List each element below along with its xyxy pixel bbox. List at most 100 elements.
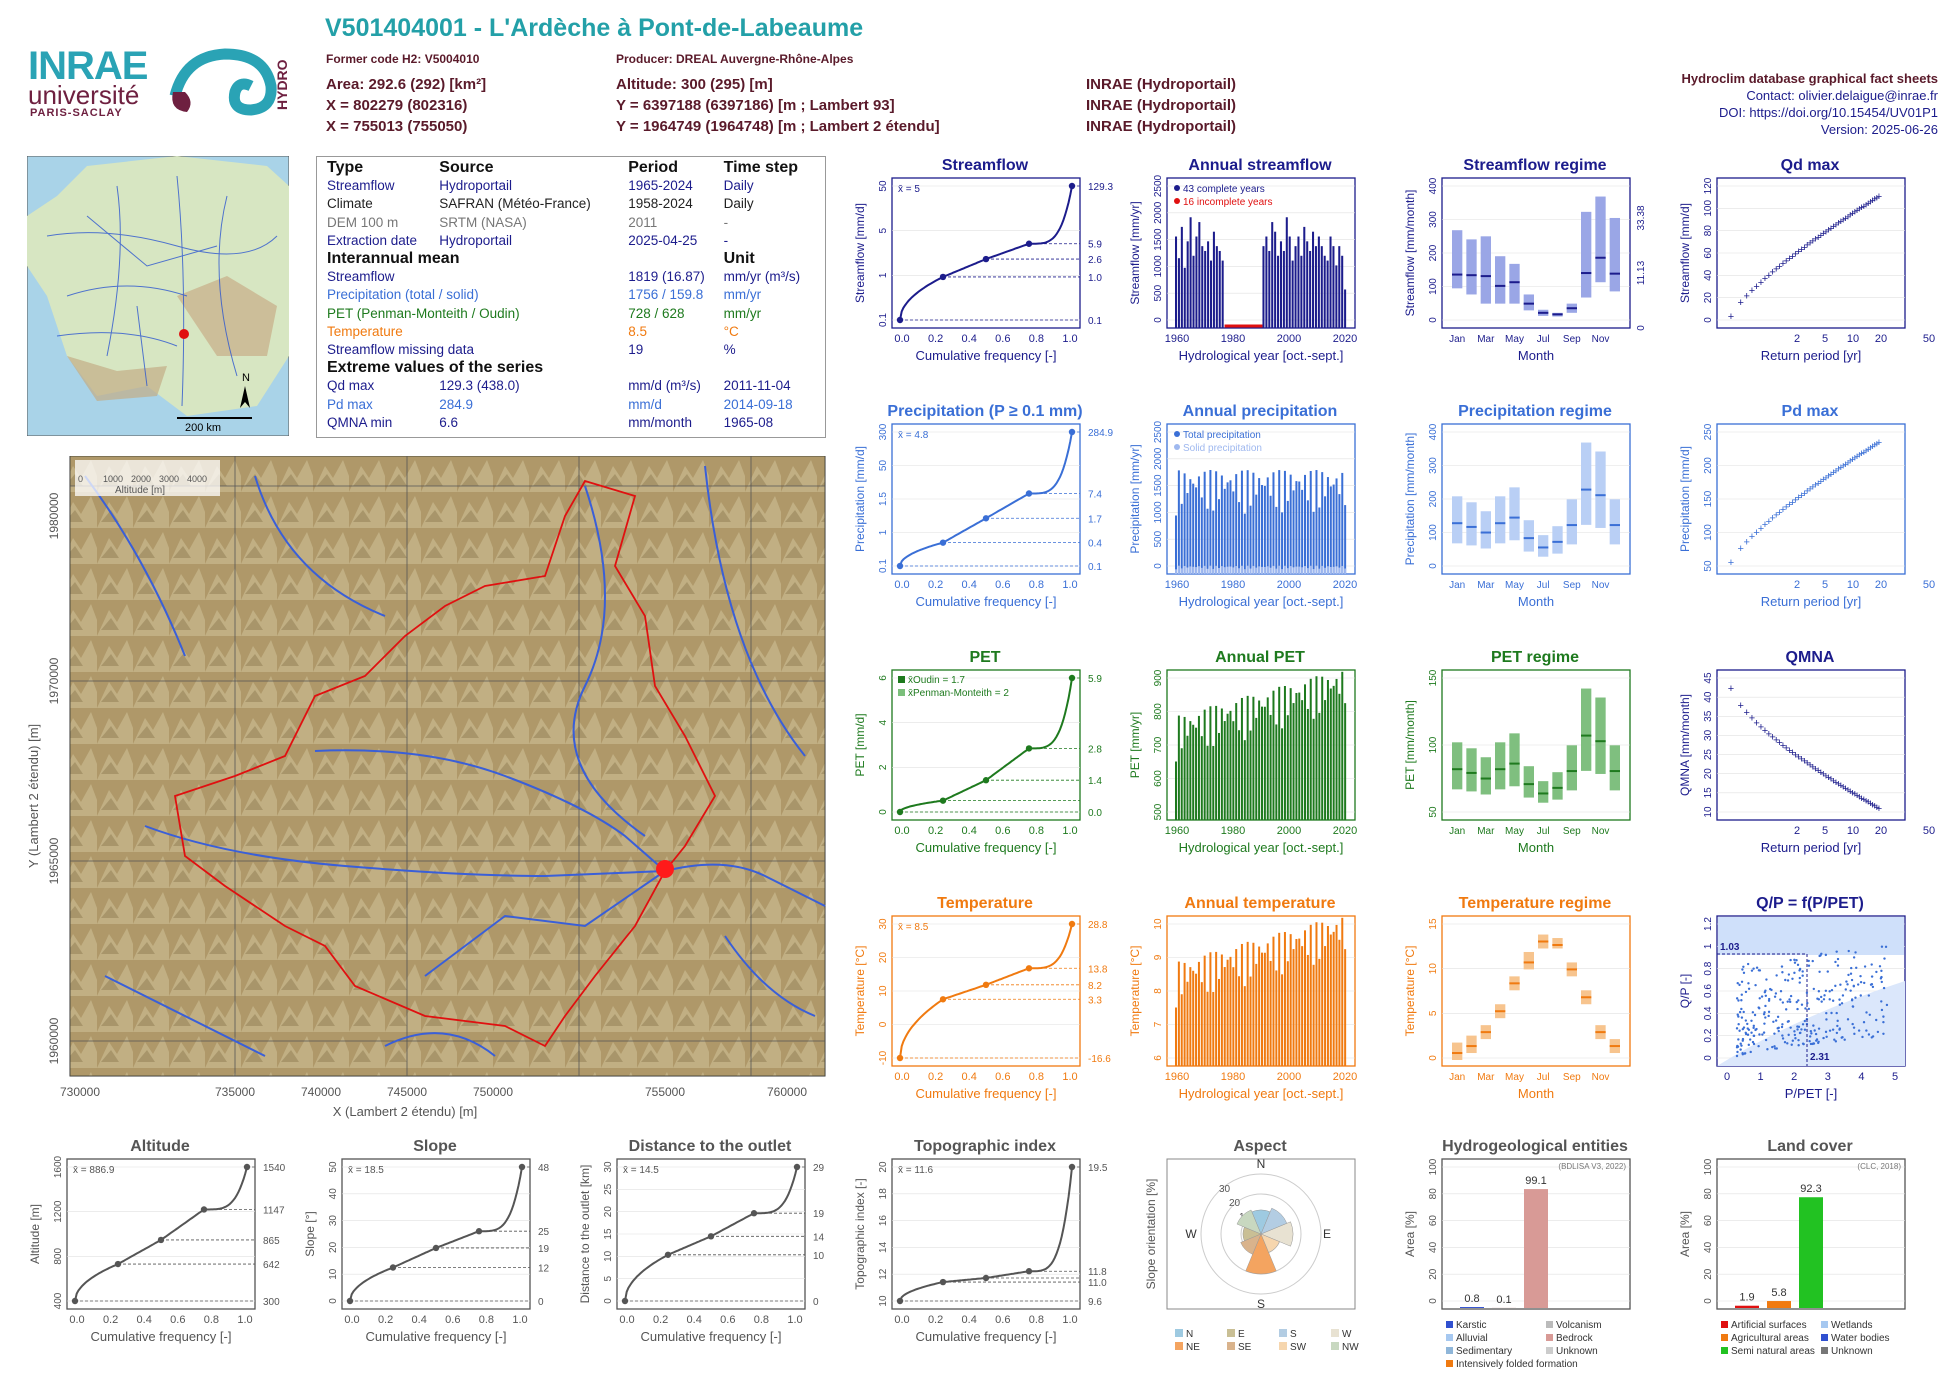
x-axis-label: Cumulative frequency [-] <box>916 840 1057 855</box>
x-tick-label: 0.8 <box>754 1314 769 1326</box>
qp-point <box>1793 1030 1796 1033</box>
year-bar <box>1203 955 1206 1066</box>
france-locator-map: N 200 km <box>27 156 289 436</box>
altitude-legend-title: Altitude [m] <box>115 485 165 496</box>
x-axis-label: Cumulative frequency [-] <box>916 1086 1057 1101</box>
chart-distance-cdf: Distance to the outlet Cumulative frequen… <box>578 1138 825 1344</box>
solid-precip-bar <box>1235 566 1238 574</box>
qp-point <box>1853 1032 1856 1036</box>
year-bar <box>1323 255 1326 328</box>
qp-point <box>1814 1032 1818 1036</box>
cell: 19 <box>628 342 644 358</box>
y-tick-label: 10 <box>878 1295 889 1307</box>
sample-point: + <box>1804 240 1810 252</box>
sample-point: + <box>1867 798 1873 810</box>
quantile-label: 5.9 <box>1088 240 1102 251</box>
year-bar <box>1263 485 1266 574</box>
col-timestep: Time step <box>723 159 799 176</box>
y-tick-label: 50 <box>878 180 889 192</box>
year-bar <box>1262 246 1265 328</box>
qp-point <box>1740 980 1744 984</box>
qp-point <box>1781 971 1784 974</box>
qp-point <box>1762 1012 1766 1016</box>
x-axis-label: Hydrological year [oct.-sept.] <box>1179 594 1344 609</box>
qp-point <box>1808 1039 1811 1043</box>
legend-label: E <box>1238 1329 1245 1340</box>
aspect-sector <box>1260 1233 1280 1253</box>
y-tick-label: 800 <box>53 1248 64 1265</box>
plot-frame <box>1441 1158 1631 1310</box>
qp-point <box>1750 969 1754 972</box>
regime-box <box>1466 502 1477 546</box>
qp-point <box>1824 1030 1828 1034</box>
qp-point <box>1798 976 1802 980</box>
year-bar <box>1289 688 1292 820</box>
year-bar <box>1255 717 1258 820</box>
y-tick-label: 0 <box>1153 563 1164 569</box>
solid-precip-bar <box>1261 566 1264 574</box>
x-tick-label: 2000 <box>1277 579 1301 591</box>
sample-point: + <box>1744 707 1750 719</box>
qp-point <box>1781 1023 1784 1026</box>
qp-point <box>1850 998 1854 1001</box>
qp-point <box>1752 967 1755 970</box>
y-tick-label: 40 <box>1703 691 1714 703</box>
sample-point: + <box>1753 281 1759 293</box>
sample-point: + <box>1744 290 1750 302</box>
qp-point <box>1736 981 1739 985</box>
sample-point: + <box>1749 713 1755 725</box>
quantile-label: 1147 <box>263 1205 285 1216</box>
year-bar <box>1192 255 1195 328</box>
qp-point <box>1791 1039 1795 1042</box>
doi-link[interactable]: DOI: https://doi.org/10.15454/UV01P1 <box>1719 105 1938 120</box>
year-bar <box>1209 706 1212 820</box>
regime-box <box>1509 733 1520 787</box>
plot-frame <box>1166 1158 1356 1310</box>
y-tick-label: 100 <box>1428 1158 1439 1175</box>
database-title: Hydroclim database graphical fact sheets <box>1681 71 1938 86</box>
sample-point: + <box>1865 797 1871 809</box>
regime-box <box>1581 442 1592 525</box>
qp-point <box>1816 997 1819 1000</box>
year-bar <box>1226 959 1229 1066</box>
year-bar <box>1295 692 1298 820</box>
y-tick-label: 30 <box>603 1161 614 1173</box>
qp-point <box>1772 1020 1775 1023</box>
cell: SRTM (NASA) <box>439 214 527 230</box>
qp-point <box>1780 965 1784 968</box>
x-tick-label: 2 <box>1791 1071 1797 1083</box>
quantile-label: 2.6 <box>1088 255 1102 266</box>
category-bar <box>1735 1305 1759 1308</box>
x-tick-label: 0.8 <box>1029 825 1044 837</box>
year-bar <box>1289 934 1292 1066</box>
solid-precip-bar <box>1238 568 1241 574</box>
sample-point: + <box>1838 780 1844 792</box>
qp-point <box>1820 1000 1823 1003</box>
year-bar <box>1201 246 1204 328</box>
quantile-label: 13.8 <box>1088 964 1108 975</box>
solid-precip-bar <box>1258 566 1261 574</box>
right-axis-label: 11.13 <box>1636 260 1647 285</box>
sample-point: + <box>1792 749 1798 761</box>
qp-point <box>1786 979 1790 982</box>
qp-point <box>1797 999 1800 1002</box>
y-tick-label: 15 <box>1703 787 1714 799</box>
sample-point: + <box>1856 450 1862 462</box>
chart-annual-temp: Annual temperature Hydrological year [oct… <box>1128 895 1357 1101</box>
y-tick-label: 0 <box>1153 317 1164 323</box>
year-bar <box>1175 761 1178 820</box>
qp-point <box>1852 1026 1856 1029</box>
sample-point: + <box>1865 198 1871 210</box>
map-xlabel: X (Lambert 2 étendu) [m] <box>333 1104 478 1119</box>
cell: Temperature <box>327 323 403 339</box>
year-bar <box>1298 481 1301 574</box>
x-tick-label: 2020 <box>1333 825 1357 837</box>
qp-point <box>1752 1042 1756 1046</box>
qp-point <box>1795 959 1798 962</box>
x-tick-label: 0.4 <box>687 1314 702 1326</box>
y-tick-label: 10 <box>603 1250 614 1262</box>
year-bar <box>1269 714 1272 820</box>
contact-email[interactable]: Contact: olivier.delaigue@inrae.fr <box>1746 88 1938 103</box>
qp-point <box>1793 971 1796 975</box>
year-bar <box>1321 676 1324 820</box>
